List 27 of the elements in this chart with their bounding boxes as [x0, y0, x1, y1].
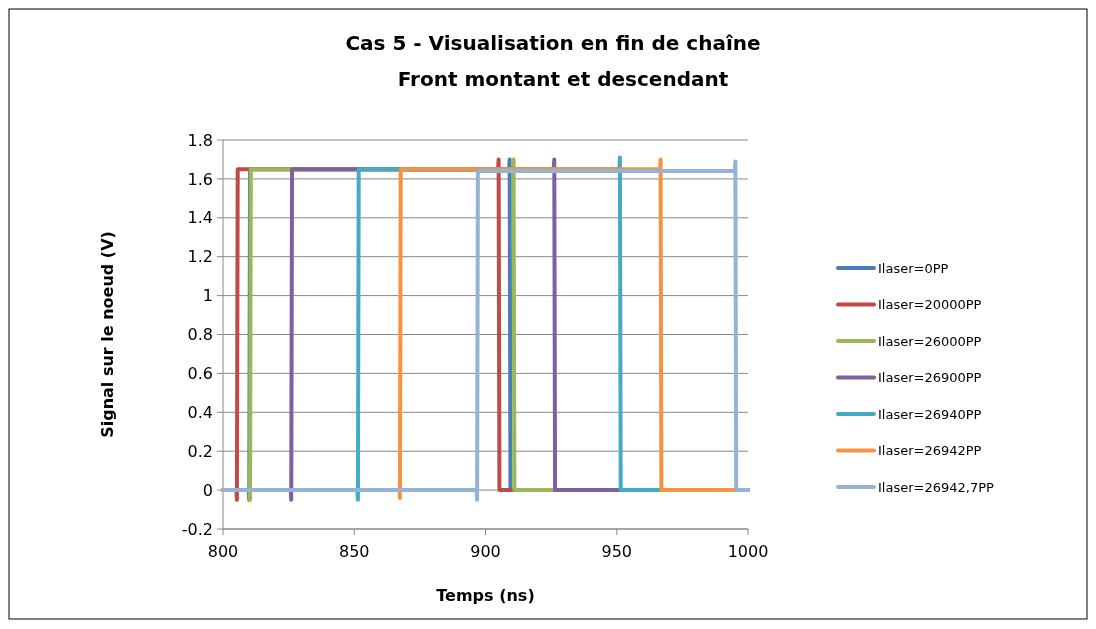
- y-axis-title: Signal sur le noeud (V): [98, 231, 117, 438]
- y-tick-label: 1.2: [187, 247, 213, 267]
- x-tick-label: 900: [470, 542, 501, 561]
- y-tick-label: 0.4: [187, 402, 213, 422]
- legend-label: Ilaser=26942,7PP: [878, 479, 995, 495]
- x-tick-label: 950: [601, 542, 633, 561]
- legend-label: Ilaser=0PP: [878, 260, 949, 276]
- chart-title: Cas 5 - Visualisation en fin de chaîne: [345, 31, 761, 55]
- chart-subtitle: Front montant et descendant: [397, 67, 729, 91]
- y-tick-label: 0.6: [187, 364, 213, 383]
- y-tick-label: 1: [202, 286, 213, 306]
- x-axis-title: Temps (ns): [436, 586, 535, 605]
- legend-label: Ilaser=26942PP: [878, 443, 982, 459]
- legend-label: Ilaser=20000PP: [878, 297, 982, 313]
- legend-label: Ilaser=26940PP: [878, 406, 982, 422]
- legend-label: Ilaser=26900PP: [878, 370, 982, 386]
- x-tick-label: 850: [338, 542, 370, 561]
- x-tick-label: 800: [207, 542, 239, 561]
- y-tick-label: 1.6: [187, 169, 213, 189]
- y-tick-label: 1.4: [187, 208, 213, 228]
- y-tick-label: -0.2: [181, 519, 213, 539]
- y-tick-label: 0.2: [187, 441, 213, 461]
- y-tick-label: 0.8: [187, 325, 213, 345]
- legend-label: Ilaser=26000PP: [878, 333, 982, 349]
- y-tick-label: 1.8: [187, 130, 213, 150]
- x-tick-label: 1000: [727, 542, 769, 561]
- y-tick-label: 0: [202, 480, 213, 500]
